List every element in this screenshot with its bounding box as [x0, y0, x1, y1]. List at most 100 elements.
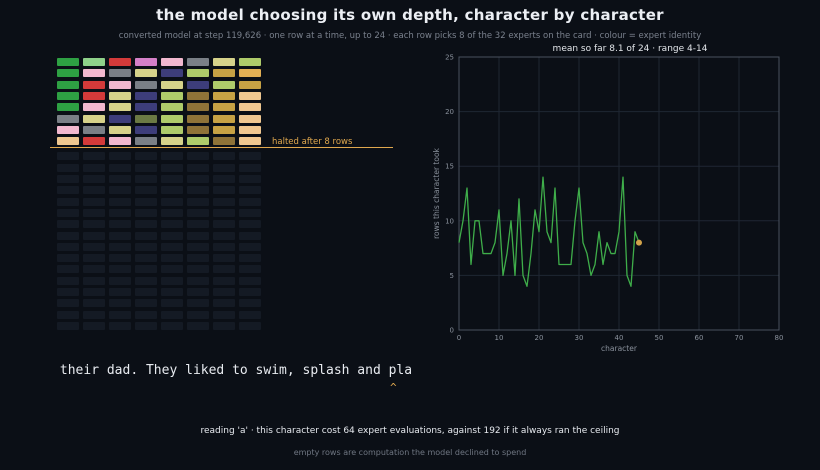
empty-expert-cell	[213, 163, 235, 172]
empty-expert-cell	[83, 288, 105, 296]
expert-cell	[135, 91, 157, 100]
empty-expert-cell	[239, 175, 261, 183]
reading-caret: ^	[390, 381, 397, 394]
halt-line	[50, 147, 393, 148]
empty-expert-cell	[135, 208, 157, 217]
empty-expert-cell	[187, 299, 209, 308]
empty-expert-cell	[57, 242, 79, 251]
expert-cell	[213, 125, 235, 134]
empty-expert-cell	[57, 310, 79, 319]
empty-expert-cell	[109, 276, 131, 285]
empty-expert-cell	[57, 288, 79, 296]
expert-cell	[83, 91, 105, 100]
empty-expert-cell	[161, 186, 183, 195]
expert-cell	[187, 125, 209, 134]
footnote: empty rows are computation the model dec…	[293, 448, 527, 457]
empty-expert-cell	[109, 321, 131, 330]
expert-cell	[161, 125, 183, 134]
series-line	[458, 176, 640, 287]
expert-cell	[187, 103, 209, 112]
expert-cell	[83, 58, 105, 66]
empty-expert-cell	[109, 175, 131, 183]
empty-expert-cell	[57, 276, 79, 285]
empty-expert-cell	[161, 254, 183, 263]
expert-cell	[161, 91, 183, 100]
expert-cell	[187, 91, 209, 100]
expert-cell	[83, 80, 105, 89]
x-tick-label: 60	[695, 334, 704, 342]
empty-expert-cell	[57, 220, 79, 229]
expert-cell	[57, 125, 79, 134]
empty-expert-cell	[83, 265, 105, 274]
empty-expert-cell	[83, 197, 105, 206]
expert-cell	[213, 58, 235, 66]
expert-cell	[109, 58, 131, 66]
empty-expert-cell	[213, 152, 235, 161]
empty-expert-cell	[109, 152, 131, 161]
empty-expert-cell	[239, 186, 261, 195]
empty-expert-cell	[239, 242, 261, 251]
empty-expert-cell	[161, 288, 183, 296]
expert-cell	[239, 103, 261, 112]
empty-expert-cell	[135, 310, 157, 319]
expert-cell	[213, 80, 235, 89]
expert-cell	[83, 114, 105, 123]
reading-text: their dad. They liked to swim, splash an…	[59, 363, 413, 378]
expert-cell	[135, 58, 157, 66]
empty-expert-cell	[187, 310, 209, 319]
expert-cell	[57, 103, 79, 112]
empty-expert-cell	[109, 310, 131, 319]
empty-expert-cell	[135, 254, 157, 263]
expert-cell	[213, 69, 235, 78]
empty-expert-cell	[135, 186, 157, 195]
empty-expert-cell	[109, 163, 131, 172]
empty-expert-cell	[213, 254, 235, 263]
empty-expert-cell	[83, 310, 105, 319]
expert-cell	[135, 80, 157, 89]
empty-expert-cell	[135, 175, 157, 183]
y-axis-label: rows this character took	[432, 147, 441, 238]
empty-expert-cell	[213, 321, 235, 330]
empty-expert-cell	[239, 310, 261, 319]
expert-cell	[135, 103, 157, 112]
empty-expert-cell	[213, 208, 235, 217]
empty-expert-cell	[213, 220, 235, 229]
expert-cell	[109, 69, 131, 78]
x-tick-label: 10	[495, 334, 504, 342]
expert-cell	[213, 103, 235, 112]
expert-cell	[57, 137, 79, 146]
empty-expert-cell	[161, 276, 183, 285]
empty-expert-cell	[135, 242, 157, 251]
empty-expert-cell	[135, 321, 157, 330]
empty-expert-cell	[161, 163, 183, 172]
empty-expert-cell	[161, 220, 183, 229]
expert-cell	[187, 80, 209, 89]
expert-cell	[109, 103, 131, 112]
empty-expert-cell	[213, 265, 235, 274]
current-point-marker	[636, 239, 642, 246]
empty-expert-cell	[239, 288, 261, 296]
empty-expert-cell	[239, 265, 261, 274]
x-tick-label: 80	[775, 334, 784, 342]
empty-expert-cell	[161, 231, 183, 240]
expert-cell	[135, 114, 157, 123]
empty-expert-cell	[109, 220, 131, 229]
expert-cell	[161, 80, 183, 89]
empty-expert-cell	[109, 208, 131, 217]
empty-expert-cell	[83, 152, 105, 161]
y-tick-label: 0	[450, 327, 454, 335]
expert-cell	[239, 69, 261, 78]
expert-cell	[213, 91, 235, 100]
empty-expert-cell	[109, 288, 131, 296]
page-subtitle: converted model at step 119,626 · one ro…	[118, 31, 702, 41]
empty-expert-cell	[187, 321, 209, 330]
empty-expert-cell	[161, 152, 183, 161]
empty-expert-cell	[213, 242, 235, 251]
empty-expert-cell	[213, 299, 235, 308]
empty-expert-cell	[213, 231, 235, 240]
empty-expert-cell	[239, 197, 261, 206]
empty-expert-cell	[161, 321, 183, 330]
x-tick-label: 40	[615, 334, 624, 342]
expert-depth-grid	[0, 0, 440, 340]
expert-cell	[239, 137, 261, 146]
